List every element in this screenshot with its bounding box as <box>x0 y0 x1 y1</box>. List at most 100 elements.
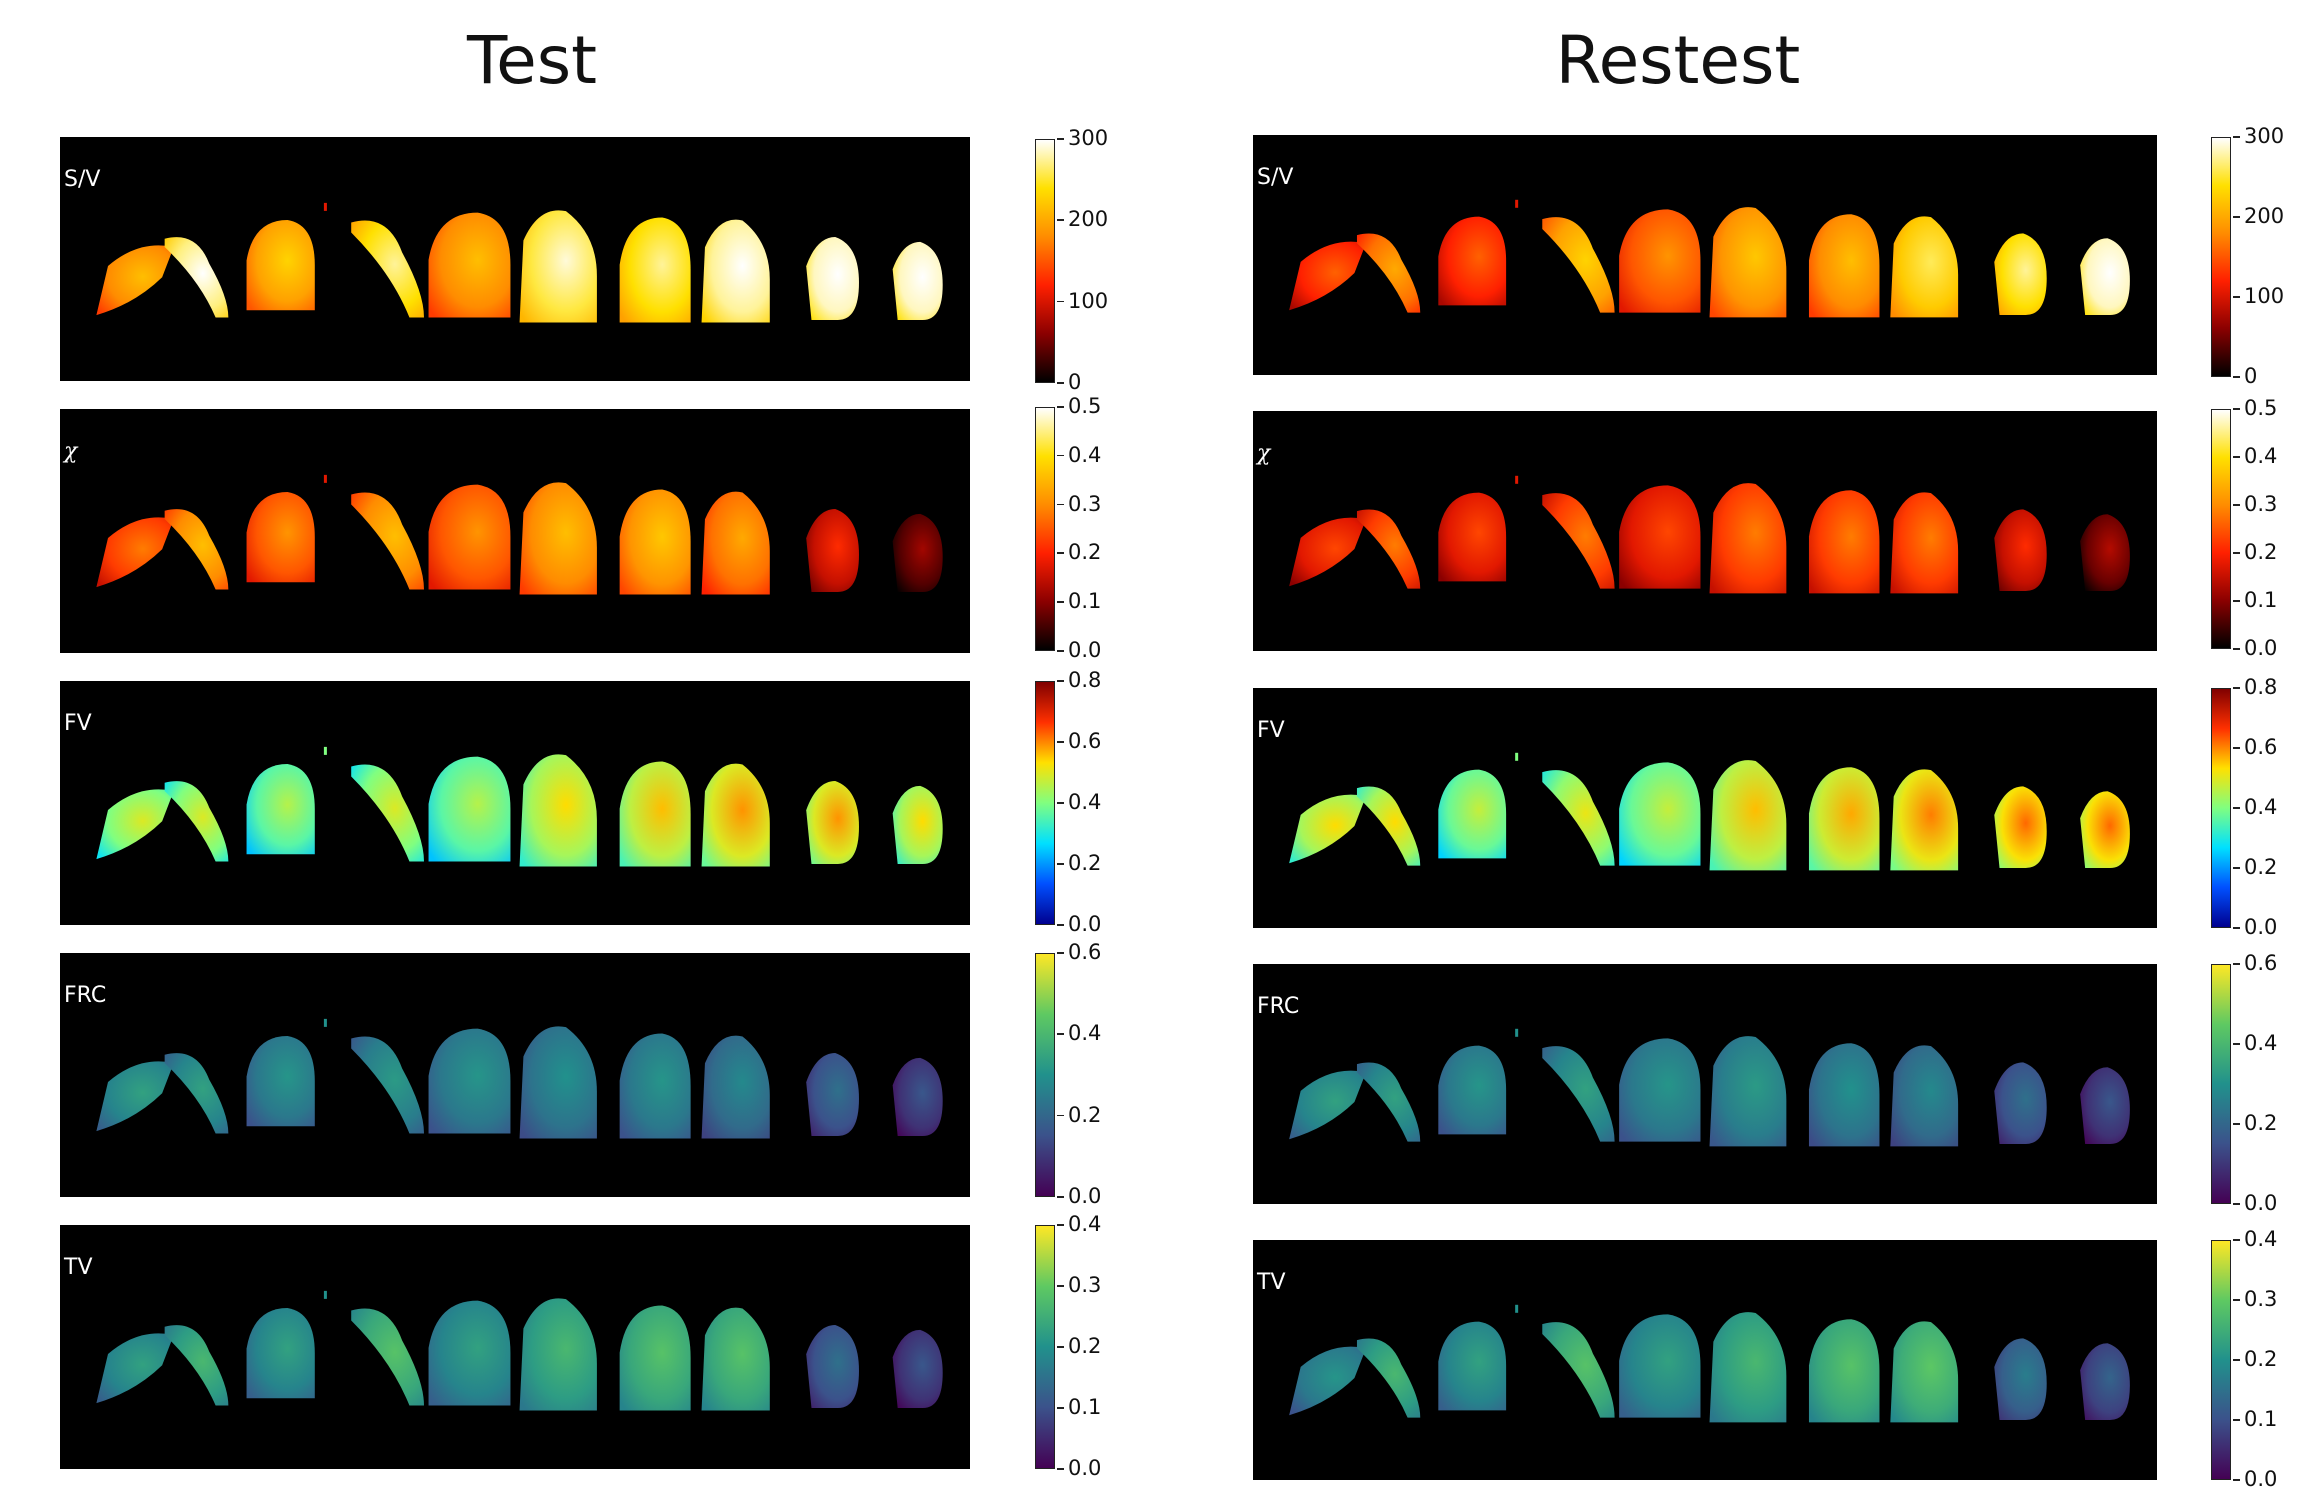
lung-slice-6 <box>519 482 597 595</box>
panel-label: S/V <box>64 167 101 192</box>
lung-slice-3 <box>1438 769 1507 859</box>
colorbar-tick-label: 0.0 <box>1068 638 1102 662</box>
lung-slices-image <box>96 474 943 595</box>
lung-slice-5 <box>428 756 511 862</box>
panel-chi-restest: χ <box>1253 411 2157 651</box>
lung-slice-1 <box>1289 517 1366 587</box>
panel-frc-test: FRC <box>60 953 970 1197</box>
lung-slice-7 <box>1808 767 1880 871</box>
lung-slice-9 <box>806 781 859 864</box>
colorbar: 0 100 200 300 <box>2211 126 2291 387</box>
colorbar-tick <box>1057 406 1064 408</box>
lung-slice-9 <box>1994 509 2047 591</box>
colorbar-tick-label: 0.1 <box>1068 589 1102 614</box>
panel-label: χ <box>64 439 78 464</box>
lung-slices-image <box>96 202 943 323</box>
colorbar-gradient <box>1035 407 1055 651</box>
lung-slice-9 <box>806 237 859 320</box>
lung-slices-image <box>96 746 943 867</box>
lung-slice-7 <box>619 1033 691 1139</box>
colorbar-gradient <box>2211 964 2231 1204</box>
lung-slice-1 <box>96 1061 174 1132</box>
colorbar-tick-label: 0.0 <box>1068 1456 1102 1480</box>
lung-slice-6 <box>1709 483 1787 594</box>
colorbar-tick <box>2233 807 2240 809</box>
lung-slice-8 <box>1890 1321 1959 1423</box>
lung-slice-2 <box>164 237 229 318</box>
lung-slice-5 <box>428 1300 511 1406</box>
colorbar-tick <box>2233 963 2240 965</box>
lung-slice-3 <box>1438 1321 1507 1411</box>
panel-tv-test: TV <box>60 1225 970 1469</box>
lung-slice-9 <box>1994 1062 2047 1144</box>
colorbar-tick-label: 0.4 <box>2244 1031 2278 1055</box>
colorbar-tick <box>2233 408 2240 410</box>
colorbar-tick <box>2233 216 2240 218</box>
lung-slice-7 <box>1808 214 1880 318</box>
colorbar-tick-label: 0.3 <box>1068 1273 1102 1297</box>
lung-slice-2 <box>1356 509 1421 589</box>
lung-slice-2 <box>164 1325 229 1406</box>
colorbar-tick-label: 0.4 <box>1068 1021 1102 1046</box>
marker-pixel <box>1515 1028 1519 1037</box>
lung-slice-4 <box>1542 770 1615 866</box>
lung-slice-10 <box>892 241 943 320</box>
colorbar-tick <box>2233 1299 2240 1301</box>
colorbar-tick-label: 0.0 <box>2244 636 2278 660</box>
lung-slice-4 <box>351 492 424 590</box>
colorbar-tick-label: 300 <box>2244 124 2285 148</box>
marker-pixel <box>323 474 327 483</box>
marker-pixel <box>1515 475 1519 484</box>
lung-slices-image <box>1289 1028 2130 1147</box>
lung-slice-8 <box>701 1035 770 1139</box>
panel-fv-test: FV <box>60 681 970 925</box>
colorbar-tick <box>1057 924 1064 926</box>
lung-slice-5 <box>1619 1038 1701 1142</box>
colorbar-tick <box>2233 1419 2240 1421</box>
colorbar: 0.0 0.1 0.2 0.3 0.4 0.5 <box>1035 396 1115 661</box>
lung-slice-1 <box>96 245 174 316</box>
colorbar-tick <box>2233 1203 2240 1205</box>
lung-slice-10 <box>892 1057 943 1136</box>
colorbar-gradient <box>2211 137 2231 377</box>
lung-slice-1 <box>1289 1070 1366 1140</box>
lung-slice-3 <box>246 763 315 855</box>
colorbar-tick-label: 0.5 <box>2244 396 2278 420</box>
marker-pixel <box>323 1290 327 1299</box>
lung-slice-8 <box>701 219 770 323</box>
colorbar-tick-label: 100 <box>1068 288 1109 313</box>
colorbar-tick <box>1057 601 1064 603</box>
colorbar-tick <box>1057 952 1064 954</box>
colorbar-tick <box>1057 382 1064 384</box>
lung-slice-4 <box>1542 493 1615 589</box>
colorbar-tick-label: 0.2 <box>2244 540 2278 564</box>
panel-label: TV <box>1257 1270 1286 1295</box>
lung-slice-9 <box>806 1325 859 1408</box>
lung-slice-5 <box>428 1028 511 1134</box>
colorbar-tick <box>2233 376 2240 378</box>
lung-slice-10 <box>2080 238 2130 315</box>
colorbar-tick <box>1057 552 1064 554</box>
panel-label: FV <box>64 711 92 736</box>
lung-slice-5 <box>1619 762 1701 866</box>
colorbar-tick-label: 0.8 <box>1068 668 1102 692</box>
colorbar-tick <box>1057 1407 1064 1409</box>
colorbar-tick <box>1057 1468 1064 1470</box>
colorbar-gradient <box>1035 681 1055 925</box>
lung-slice-3 <box>246 1035 315 1127</box>
lung-slice-3 <box>1438 1045 1507 1135</box>
colorbar-tick-label: 0.2 <box>1068 540 1102 565</box>
colorbar-tick-label: 0.6 <box>1068 940 1102 964</box>
colorbar: 0.0 0.2 0.4 0.6 0.8 <box>1035 670 1115 935</box>
lung-slice-10 <box>892 513 943 592</box>
lung-slice-4 <box>351 1308 424 1406</box>
colorbar-tick <box>2233 1123 2240 1125</box>
panel-label: χ <box>1257 441 1271 466</box>
lung-slice-1 <box>1289 1346 1366 1416</box>
lung-slice-4 <box>351 764 424 862</box>
lung-slice-4 <box>1542 1322 1615 1418</box>
marker-pixel <box>323 746 327 755</box>
lung-slice-10 <box>2080 1343 2130 1420</box>
lung-slice-1 <box>1289 241 1366 311</box>
lung-slice-3 <box>1438 492 1507 582</box>
